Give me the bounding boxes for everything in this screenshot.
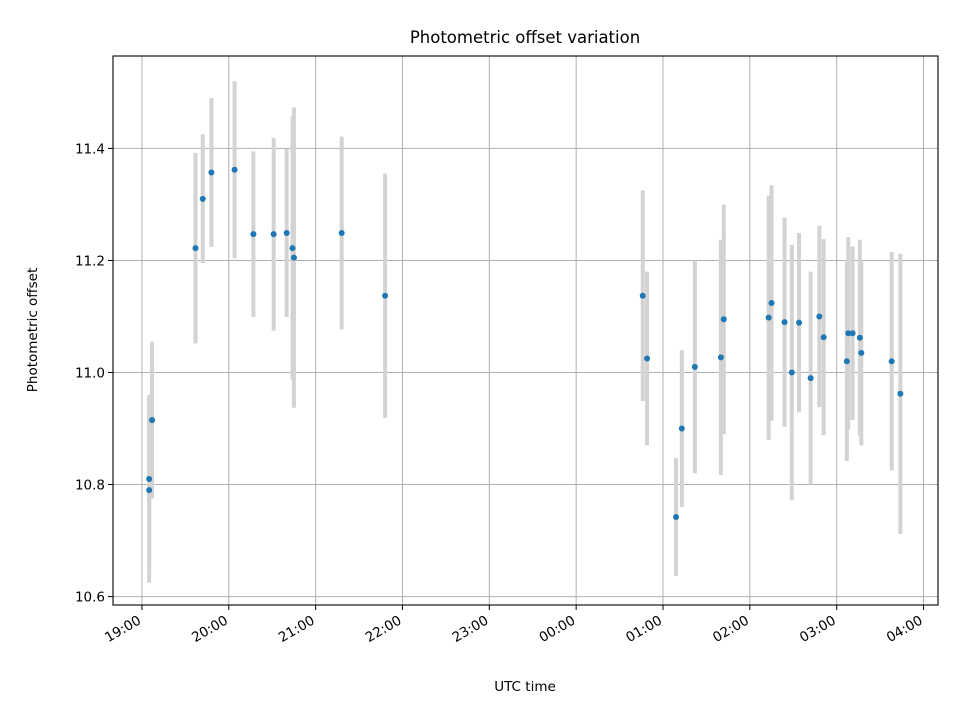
data-point (858, 349, 865, 356)
data-point (639, 292, 646, 299)
data-point (856, 334, 863, 341)
data-point (796, 319, 803, 326)
data-point (678, 425, 685, 432)
y-tick-label: 11.0 (75, 366, 105, 382)
data-point (897, 390, 904, 397)
y-tick-label: 11.2 (75, 253, 105, 269)
data-point (781, 319, 788, 326)
data-point (199, 195, 206, 202)
data-point (146, 475, 153, 482)
data-point (644, 355, 651, 362)
data-point (843, 358, 850, 365)
data-point (290, 254, 297, 261)
x-axis-label: UTC time (494, 679, 556, 695)
data-point (270, 231, 277, 238)
data-point (250, 231, 257, 238)
data-point (888, 358, 895, 365)
y-tick-label: 11.4 (75, 141, 105, 157)
data-point (807, 375, 814, 382)
chart-title: Photometric offset variation (410, 28, 640, 47)
data-point (765, 314, 772, 321)
y-tick-label: 10.8 (75, 478, 105, 494)
data-point (338, 230, 345, 237)
data-point (816, 313, 823, 320)
data-point (849, 330, 856, 337)
data-point (720, 316, 727, 323)
data-point (691, 363, 698, 370)
data-point (717, 354, 724, 361)
y-axis-label: Photometric offset (25, 268, 41, 392)
data-point (146, 487, 153, 494)
data-point (768, 300, 775, 307)
y-axis-ticks: 10.6 10.8 11.0 11.2 11.4 (75, 141, 113, 606)
data-point (231, 166, 238, 173)
data-point (208, 169, 215, 176)
plot-frame (112, 55, 939, 606)
data-point (673, 514, 680, 521)
data-point (820, 334, 827, 341)
data-point (845, 330, 852, 337)
data-point (192, 245, 199, 252)
data-point (289, 245, 296, 252)
data-point (149, 417, 156, 424)
data-point (382, 292, 389, 299)
data-point (788, 369, 795, 376)
data-point (283, 230, 290, 237)
data-points (146, 166, 904, 521)
y-tick-label: 10.6 (75, 590, 105, 606)
